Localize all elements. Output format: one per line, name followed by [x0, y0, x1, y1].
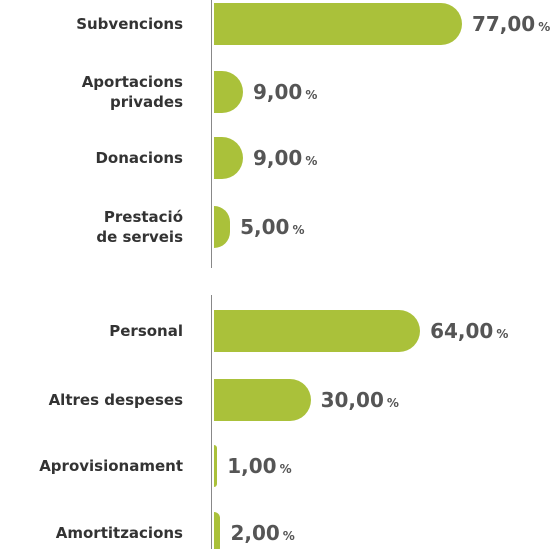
value-unit: %: [496, 327, 509, 341]
value-unit: %: [305, 88, 318, 102]
value-label: 2,00%: [230, 521, 294, 545]
category-label: Amortitzacions: [55, 524, 183, 542]
value-unit: %: [279, 462, 292, 476]
category-label: Personal: [109, 322, 183, 340]
value-number: 9,00: [252, 146, 303, 170]
bar: [214, 310, 421, 352]
bar: [214, 206, 231, 248]
value-unit: %: [538, 20, 551, 34]
value-label: 1,00%: [227, 454, 291, 478]
value-label: 64,00%: [430, 319, 508, 343]
value-number: 9,00: [252, 80, 303, 104]
category-label: Altres despeses: [48, 391, 183, 409]
value-number: 2,00: [230, 521, 280, 545]
value-label: 5,00%: [240, 215, 304, 239]
value-unit: %: [292, 223, 305, 237]
value-number: 64,00: [430, 319, 494, 343]
category-label: Aprovisionament: [39, 457, 183, 475]
bar: [214, 379, 311, 421]
value-number: 30,00: [320, 388, 384, 412]
bar: [214, 71, 243, 113]
bar: [214, 512, 221, 549]
value-unit: %: [386, 396, 399, 410]
axis-line: [211, 295, 212, 549]
value-label: 30,00%: [321, 388, 399, 412]
category-label: Subvencions: [76, 15, 183, 33]
value-unit: %: [305, 154, 318, 168]
value-unit: %: [282, 529, 295, 543]
category-label: Prestació de serveis: [96, 208, 183, 246]
value-label: 9,00%: [253, 146, 317, 170]
bar: [214, 3, 462, 45]
bar: [214, 137, 243, 179]
value-number: 1,00: [227, 454, 277, 478]
category-label: Aportacions privades: [81, 73, 183, 111]
bar: [214, 445, 218, 487]
category-label: Donacions: [95, 149, 183, 167]
value-number: 77,00: [471, 12, 536, 36]
value-label: 9,00%: [253, 80, 317, 104]
value-number: 5,00: [240, 215, 290, 239]
value-label: 77,00%: [472, 12, 550, 36]
axis-line: [211, 0, 212, 268]
